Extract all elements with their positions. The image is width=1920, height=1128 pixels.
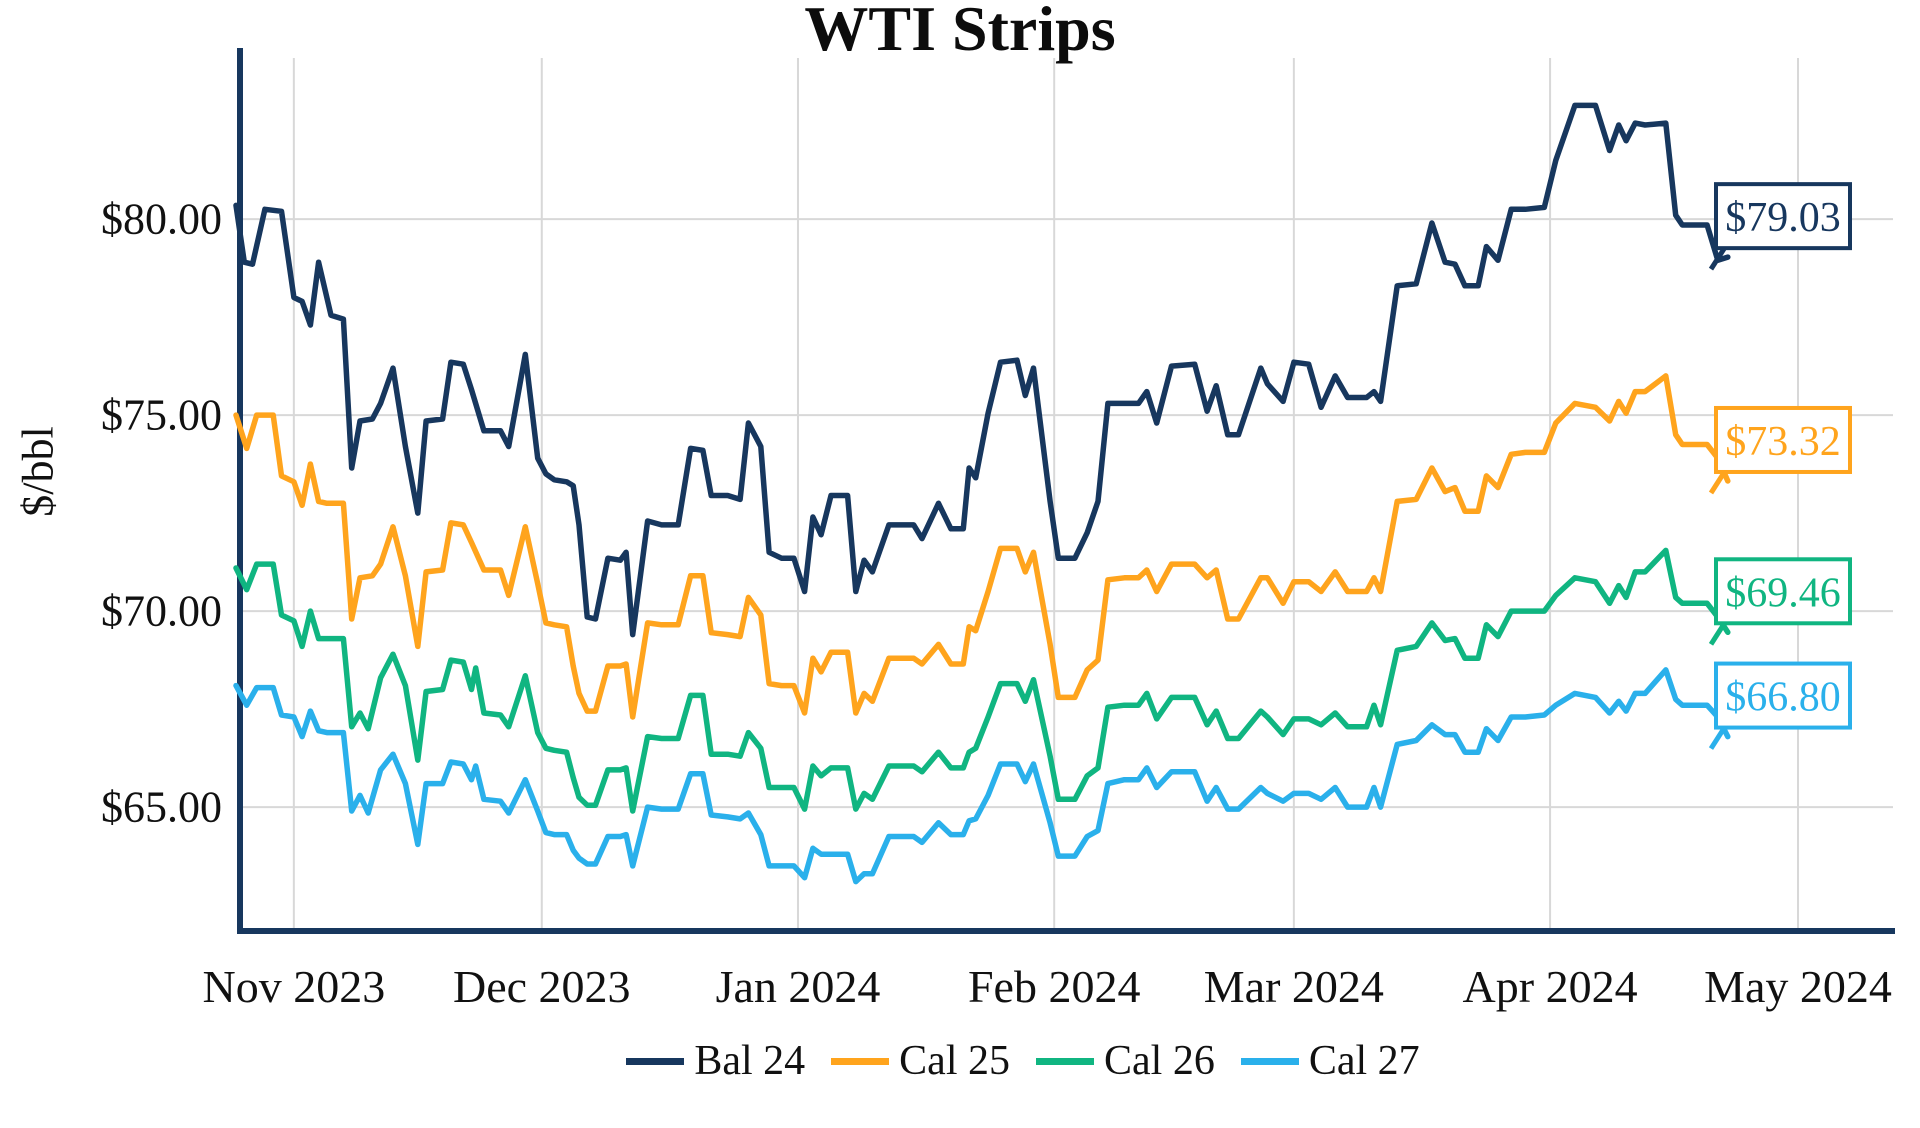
y-tick-label: $70.00 [101, 587, 222, 636]
legend-item-cal-26: Cal 26 [1036, 1040, 1215, 1082]
end-label-value: $73.32 [1725, 419, 1841, 465]
legend-swatch-icon [1240, 1057, 1299, 1065]
end-label-box-cal-26 [1714, 557, 1852, 626]
chart-title: WTI Strips [804, 0, 1116, 64]
end-label-box-cal-25 [1714, 405, 1852, 474]
series-line-cal-26 [233, 547, 1731, 814]
chart-legend: Bal 24 Cal 25 Cal 26 Cal 27 [63, 1040, 1920, 1082]
y-tick-label: $75.00 [101, 391, 222, 440]
end-label-value: $79.03 [1725, 195, 1841, 241]
legend-item-cal-25: Cal 25 [831, 1040, 1010, 1082]
x-tick-label: Jan 2024 [716, 961, 881, 1012]
x-tick-label: Mar 2024 [1204, 961, 1384, 1012]
end-label-value: $66.80 [1725, 675, 1841, 721]
legend-label: Cal 26 [1104, 1038, 1215, 1084]
legend-item-cal-27: Cal 27 [1240, 1038, 1420, 1084]
end-label-box-cal-27 [1714, 661, 1852, 730]
end-label-value: $69.46 [1725, 570, 1841, 616]
x-tick-label: Nov 2023 [202, 961, 385, 1012]
x-tick-label: Apr 2024 [1463, 961, 1638, 1012]
legend-swatch-icon [626, 1057, 685, 1065]
y-tick-label: $80.00 [101, 195, 222, 244]
x-tick-label: Feb 2024 [968, 961, 1141, 1012]
legend-item-bal-24: Bal 24 [626, 1040, 805, 1082]
y-tick-label: $65.00 [101, 783, 222, 832]
x-tick-label: Dec 2023 [453, 961, 631, 1012]
series-line-bal-24 [233, 102, 1731, 638]
legend-label: Cal 25 [899, 1038, 1010, 1084]
legend-label: Bal 24 [694, 1038, 806, 1084]
series-line-cal-27 [233, 667, 1731, 885]
legend-swatch-icon [1036, 1057, 1094, 1065]
legend-label: Cal 27 [1308, 1038, 1420, 1084]
x-tick-label: May 2024 [1704, 961, 1892, 1012]
series-line-cal-25 [233, 373, 1731, 720]
end-label-box-bal-24 [1714, 182, 1852, 251]
legend-swatch-icon [831, 1057, 890, 1065]
